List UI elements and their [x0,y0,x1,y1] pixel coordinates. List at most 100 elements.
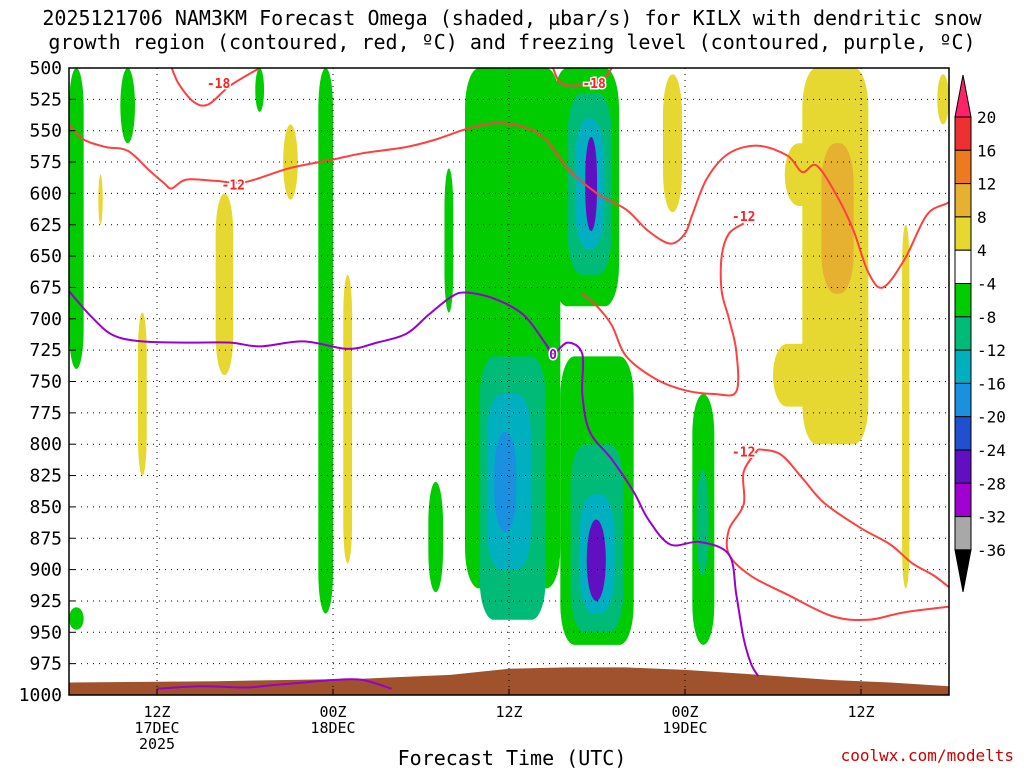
omega-region [255,68,265,112]
colorbar-label: 16 [977,141,996,160]
omega-region [494,431,517,532]
colorbar-label: 12 [977,175,996,194]
omega-region [98,174,103,225]
y-tick-label: 725 [29,340,62,361]
omega-region [937,74,949,125]
colorbar: 20 16 12 8 4 -4 -8 -12 -16 -20 -24 -28 -32 -36 [954,74,1006,592]
omega-region [821,143,854,294]
x-tick-label: 12Z [495,703,522,721]
y-tick-label: 875 [29,528,62,549]
colorbar-segment [954,249,972,284]
chart-title: 2025121706 NAM3KM Forecast Omega (shaded… [0,6,1024,54]
contour-line [69,122,949,289]
omega-region [283,124,298,200]
x-tick-label: 19DEC [662,719,707,737]
colorbar-segment [954,516,972,551]
x-tick-label: 12Z [143,703,170,721]
y-tick-label: 800 [29,434,62,455]
colorbar-top-arrow [954,74,972,118]
contour-label: 0 [549,348,557,363]
grid [69,68,949,695]
colorbar-label: 20 [977,108,996,127]
y-tick-label: 600 [29,183,62,204]
colorbar-bottom-arrow [954,549,972,592]
contour-label: -12 [732,446,755,461]
y-tick-label: 1000 [19,685,62,706]
y-tick-label: 750 [29,372,62,393]
x-tick-label: 00Z [319,703,346,721]
omega-region [120,68,135,144]
colorbar-label: -4 [977,275,996,294]
omega-region [663,74,683,213]
ground-surface [69,667,949,695]
colorbar-segment [954,149,972,185]
colorbar-segment [954,283,972,318]
credit-text: coolwx.com/modelts [840,746,1014,765]
x-tick-label: 18DEC [310,719,355,737]
y-tick-label: 650 [29,246,62,267]
axes: 500 525 550 575 600 625 650 675 700 725 750 775 800 8… [19,58,875,753]
omega-shading [69,68,949,645]
colorbar-segment [954,449,972,484]
contour-line [156,678,392,690]
y-tick-label: 625 [29,215,62,236]
contour-label: -12 [732,210,755,225]
y-tick-label: 775 [29,403,62,424]
colorbar-label: -12 [977,341,1006,360]
colorbar-segment [954,416,972,451]
colorbar-segment [954,116,972,151]
y-tick-label: 500 [29,58,62,79]
omega-region [428,481,443,593]
omega-region [215,193,234,376]
colorbar-segment [954,216,972,251]
colorbar-label: -32 [977,508,1006,527]
x-tick-label: 00Z [671,703,698,721]
y-tick-label: 550 [29,121,62,142]
x-tick-label: 12Z [847,703,874,721]
y-tick-label: 675 [29,277,62,298]
colorbar-label: -24 [977,441,1006,460]
colorbar-segment [954,382,972,418]
colorbar-label: 8 [977,208,987,227]
omega-region [444,168,454,313]
contour-line [69,290,760,677]
colorbar-label: 4 [977,241,987,260]
colorbar-label: -36 [977,541,1006,560]
omega-region [586,519,606,601]
colorbar-segment [954,183,972,218]
colorbar-segment [954,482,972,518]
contour-labels: -18 -12 -18 -12 -12 0 [205,76,757,463]
contour-label: -18 [207,77,231,92]
contour-label: -12 [222,179,245,194]
title-line1: 2025121706 NAM3KM Forecast Omega (shaded… [42,6,982,30]
y-tick-label: 900 [29,560,62,581]
colorbar-segment [954,349,972,384]
omega-region [343,274,353,564]
contour-line [552,68,613,87]
y-tick-label: 950 [29,622,62,643]
title-line2: growth region (contoured, red, ºC) and f… [48,30,976,54]
contour-line [581,222,745,397]
y-tick-label: 850 [29,497,62,518]
x-tick-label: 2025 [139,735,175,753]
omega-region [318,68,333,614]
omega-region [69,607,84,630]
y-tick-label: 925 [29,591,62,612]
omega-region [585,136,597,232]
x-axis-title: Forecast Time (UTC) [397,746,627,770]
colorbar-label: -28 [977,474,1006,493]
omega-region [137,312,147,476]
omega-region [902,224,910,589]
colorbar-segment [954,316,972,351]
colorbar-label: -16 [977,374,1006,393]
omega-region [69,68,84,369]
y-tick-label: 575 [29,152,62,173]
y-tick-label: 700 [29,309,62,330]
colorbar-label: -8 [977,308,996,327]
omega-region [696,469,709,576]
y-tick-label: 525 [29,89,62,110]
y-tick-label: 825 [29,466,62,487]
contour-label: -18 [582,77,606,92]
contours [69,68,949,690]
